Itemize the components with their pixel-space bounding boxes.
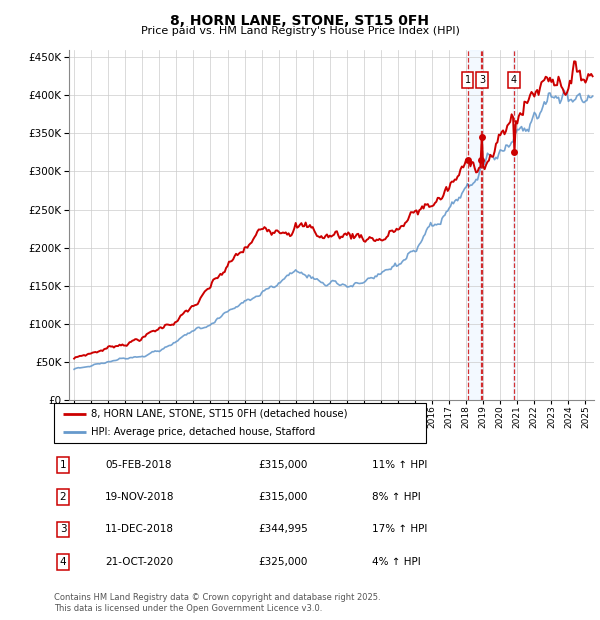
Text: £325,000: £325,000 xyxy=(258,557,307,567)
FancyBboxPatch shape xyxy=(54,403,426,443)
Text: 21-OCT-2020: 21-OCT-2020 xyxy=(105,557,173,567)
Text: 8, HORN LANE, STONE, ST15 0FH: 8, HORN LANE, STONE, ST15 0FH xyxy=(170,14,430,28)
Text: 4: 4 xyxy=(511,75,517,85)
Text: 1: 1 xyxy=(59,460,67,470)
Text: Contains HM Land Registry data © Crown copyright and database right 2025.
This d: Contains HM Land Registry data © Crown c… xyxy=(54,593,380,613)
Bar xyxy=(513,50,515,400)
Bar xyxy=(467,50,482,400)
Text: Price paid vs. HM Land Registry's House Price Index (HPI): Price paid vs. HM Land Registry's House … xyxy=(140,26,460,36)
Text: 3: 3 xyxy=(59,525,67,534)
Text: 11-DEC-2018: 11-DEC-2018 xyxy=(105,525,174,534)
Text: 19-NOV-2018: 19-NOV-2018 xyxy=(105,492,175,502)
Text: 3: 3 xyxy=(479,75,485,85)
Text: £315,000: £315,000 xyxy=(258,460,307,470)
Text: £344,995: £344,995 xyxy=(258,525,308,534)
Text: 8% ↑ HPI: 8% ↑ HPI xyxy=(372,492,421,502)
Text: 05-FEB-2018: 05-FEB-2018 xyxy=(105,460,172,470)
Text: £315,000: £315,000 xyxy=(258,492,307,502)
Text: 4% ↑ HPI: 4% ↑ HPI xyxy=(372,557,421,567)
Text: 1: 1 xyxy=(464,75,471,85)
Text: 4: 4 xyxy=(59,557,67,567)
Text: HPI: Average price, detached house, Stafford: HPI: Average price, detached house, Staf… xyxy=(91,427,316,438)
Text: 8, HORN LANE, STONE, ST15 0FH (detached house): 8, HORN LANE, STONE, ST15 0FH (detached … xyxy=(91,409,348,419)
Text: 11% ↑ HPI: 11% ↑ HPI xyxy=(372,460,427,470)
Text: 17% ↑ HPI: 17% ↑ HPI xyxy=(372,525,427,534)
Text: 2: 2 xyxy=(59,492,67,502)
